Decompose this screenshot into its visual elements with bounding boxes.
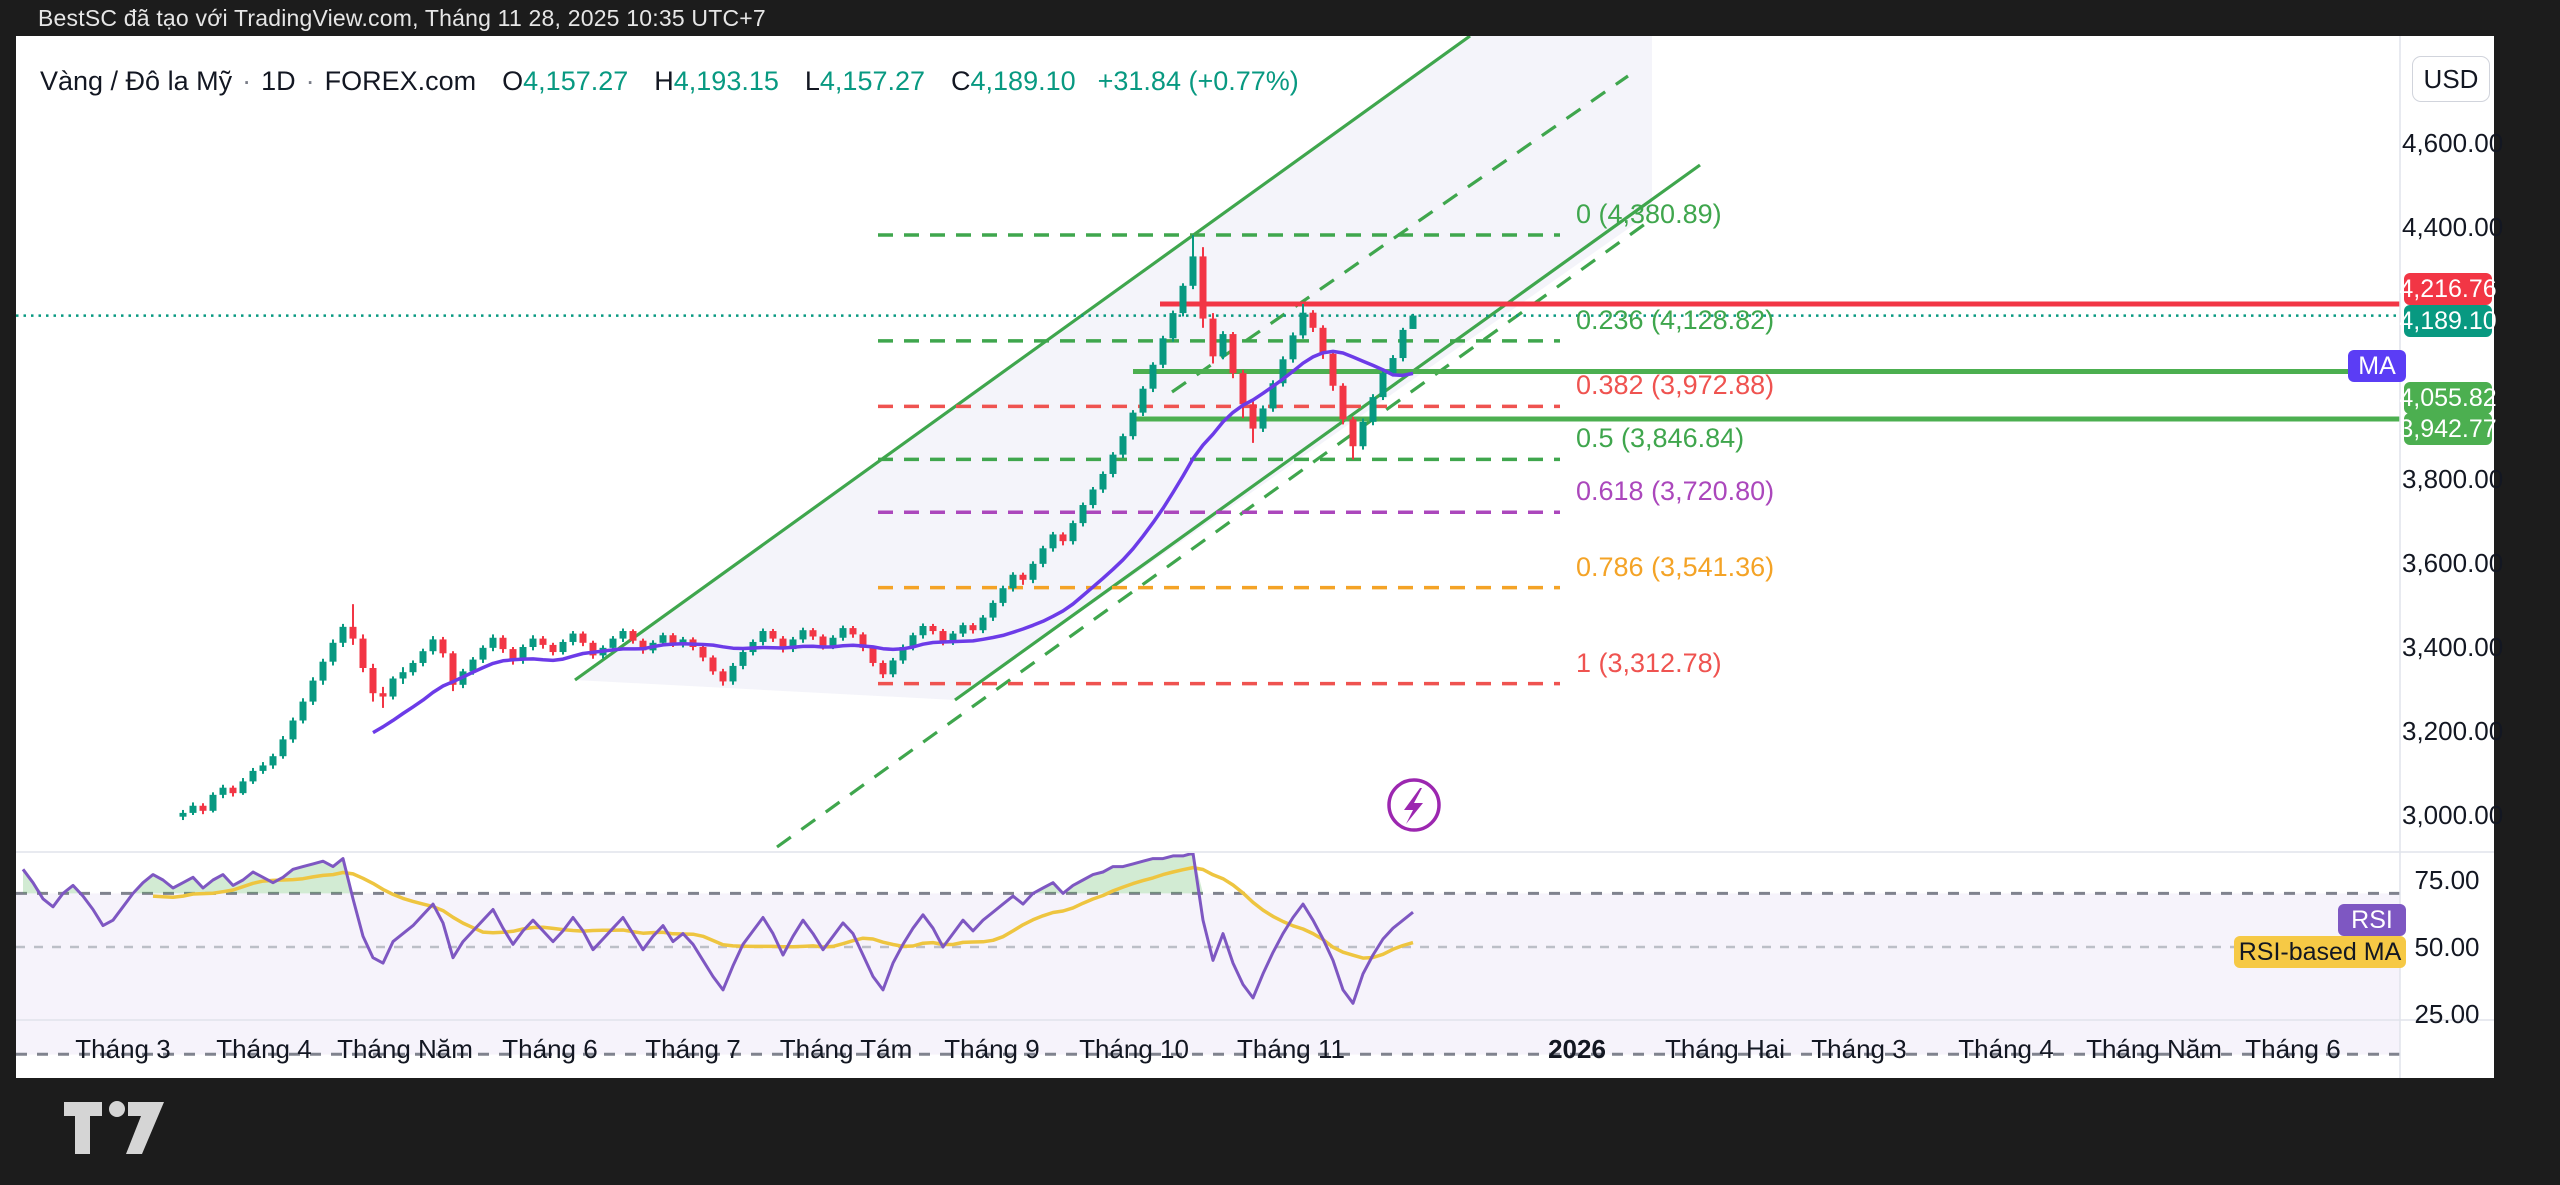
- time-axis-label[interactable]: Tháng 10: [1079, 1034, 1189, 1064]
- fib-level-label: 0.236 (4,128.82): [1576, 304, 1775, 335]
- time-axis-label[interactable]: Tháng 6: [502, 1034, 598, 1064]
- attribution-bar: BestSC đã tạo với TradingView.com, Tháng…: [0, 0, 2560, 36]
- fib-level-label: 1 (3,312.78): [1576, 647, 1722, 678]
- channel-upper[interactable]: [574, 36, 1471, 682]
- ohlc-value: C4,189.10: [951, 65, 1076, 96]
- ma-badge[interactable]: MA: [2348, 350, 2406, 382]
- rsi-ma-badge[interactable]: RSI-based MA: [2234, 936, 2406, 968]
- time-axis-label[interactable]: Tháng Hai: [1665, 1034, 1785, 1064]
- time-axis-label[interactable]: Tháng 11: [1237, 1034, 1345, 1064]
- time-axis-label[interactable]: Tháng 7: [645, 1034, 741, 1064]
- lightning-bolt-icon: [1404, 788, 1423, 824]
- time-axis-label[interactable]: Tháng Tám: [779, 1034, 913, 1064]
- rsi-badge[interactable]: RSI: [2338, 904, 2406, 936]
- rsi-ma-line[interactable]: [152, 865, 1414, 960]
- price-axis-label[interactable]: 3,600.00: [2402, 548, 2504, 578]
- price-badge-sup1[interactable]: 4,055.82: [2399, 382, 2497, 414]
- ohlc-values: O4,157.27 H4,193.15 L4,157.27 C4,189.10: [476, 66, 1075, 97]
- price-axis-label[interactable]: 3,200.00: [2402, 716, 2504, 746]
- channel-lower[interactable]: [954, 163, 1701, 702]
- price-badge-high[interactable]: 4,216.76: [2399, 273, 2497, 305]
- channel-fill: [575, 36, 1652, 700]
- symbol-title-row: Vàng / Đô la Mỹ · 1D · FOREX.com O4,157.…: [40, 64, 1299, 98]
- time-axis-label[interactable]: Tháng 4: [216, 1034, 312, 1064]
- time-axis-label[interactable]: Tháng 6: [2245, 1034, 2341, 1064]
- price-axis-label[interactable]: 3,800.00: [2402, 464, 2504, 494]
- separator-dot: ·: [242, 65, 252, 96]
- separator-dot: ·: [305, 65, 315, 96]
- price-badge-last[interactable]: 4,189.10: [2399, 305, 2497, 337]
- price-axis-label[interactable]: 3,400.00: [2402, 632, 2504, 662]
- time-axis-label[interactable]: 2026: [1548, 1034, 1606, 1064]
- attribution-text: BestSC đã tạo với TradingView.com, Tháng…: [38, 4, 766, 31]
- lightning-button[interactable]: [1387, 778, 1441, 832]
- ohlc-value: L4,157.27: [804, 65, 926, 96]
- tradingview-logo-icon: [64, 1101, 164, 1154]
- rsi-line[interactable]: [21, 853, 1414, 1005]
- fib-level-label: 0 (4,380.89): [1576, 199, 1722, 230]
- rsi-band-fill: [16, 893, 2400, 1055]
- rsi-overbought-fill: [23, 853, 1413, 894]
- time-axis-label[interactable]: Tháng 9: [944, 1034, 1040, 1064]
- change-value: +31.84 (+0.77%): [1097, 65, 1299, 96]
- price-axis-label[interactable]: 3,000.00: [2402, 800, 2504, 830]
- rsi-axis-label[interactable]: 75.00: [2414, 865, 2480, 895]
- rsi-axis-label[interactable]: 50.00: [2414, 932, 2480, 962]
- time-axis-label[interactable]: Tháng Năm: [337, 1034, 473, 1064]
- time-axis-label[interactable]: Tháng 4: [1958, 1034, 2054, 1064]
- fib-level-label: 0.382 (3,972.88): [1576, 370, 1775, 401]
- fib-level-label: 0.786 (3,541.36): [1576, 551, 1775, 582]
- footer-bar: TradingView: [0, 1078, 2560, 1185]
- rsi-axis-label[interactable]: 25.00: [2414, 999, 2480, 1029]
- price-badge-sup2[interactable]: 3,942.77: [2399, 413, 2497, 445]
- currency-toggle-button[interactable]: USD: [2412, 56, 2490, 102]
- ohlc-value: H4,193.15: [654, 65, 779, 96]
- time-axis-label[interactable]: Tháng 3: [75, 1034, 171, 1064]
- time-axis-label[interactable]: Tháng Năm: [2086, 1034, 2222, 1064]
- symbol-name[interactable]: Vàng / Đô la Mỹ: [40, 65, 233, 96]
- fib-level-label: 0.618 (3,720.80): [1576, 476, 1775, 507]
- interval-label[interactable]: 1D: [261, 65, 296, 96]
- ohlc-value: O4,157.27: [502, 65, 629, 96]
- fib-level-label: 0.5 (3,846.84): [1576, 423, 1745, 454]
- time-axis-label[interactable]: Tháng 3: [1811, 1034, 1907, 1064]
- price-axis-label[interactable]: 4,600.00: [2402, 128, 2504, 158]
- ma-line[interactable]: [372, 349, 1414, 735]
- price-axis-label[interactable]: 4,400.00: [2402, 212, 2504, 242]
- exchange-label: FOREX.com: [324, 65, 477, 96]
